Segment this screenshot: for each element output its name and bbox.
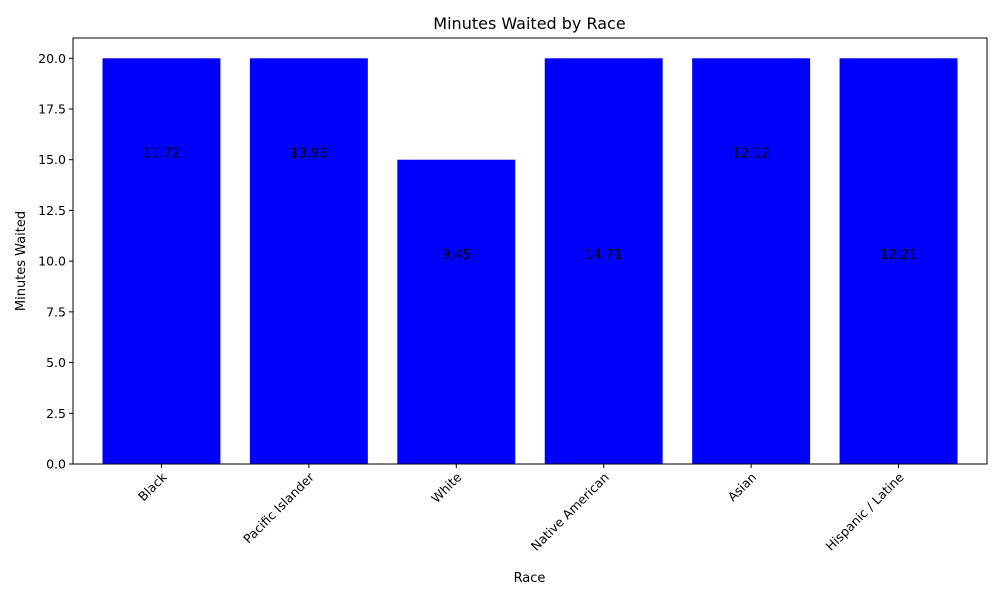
bar-native-american xyxy=(544,58,663,465)
y-tick-label: 12.5 xyxy=(38,203,66,218)
bar-pacific-islander xyxy=(249,58,368,465)
x-axis-label: Race xyxy=(514,571,546,586)
bars-group xyxy=(102,58,958,465)
bar-hispanic-latine xyxy=(839,58,958,465)
bar-asian xyxy=(692,58,811,465)
chart-title: Minutes Waited by Race xyxy=(433,14,625,33)
x-tick-label: Asian xyxy=(725,470,760,505)
y-tick-label: 20.0 xyxy=(38,51,66,66)
x-tick-label: Black xyxy=(135,469,170,504)
x-tick-label: Native American xyxy=(528,470,612,554)
y-axis: 0.0 2.5 5.0 7.5 10.0 12.5 15.0 17.5 20.0 xyxy=(38,51,73,472)
data-label: 12.21 xyxy=(880,248,917,263)
data-label: 12.12 xyxy=(733,147,770,162)
y-tick-label: 7.5 xyxy=(46,304,66,319)
y-tick-label: 2.5 xyxy=(46,406,66,421)
y-tick-label: 17.5 xyxy=(38,102,66,117)
x-axis: Black Pacific Islander White Native America… xyxy=(135,464,907,554)
y-tick-label: 5.0 xyxy=(46,355,66,370)
y-tick-label: 0.0 xyxy=(46,457,66,472)
x-tick-label: White xyxy=(428,469,465,506)
plot-frame xyxy=(72,37,988,465)
y-axis-label: Minutes Waited xyxy=(14,211,29,311)
data-label: 13.93 xyxy=(290,147,327,162)
x-tick-label: Hispanic / Latine xyxy=(823,469,907,553)
data-label: 11.72 xyxy=(143,147,180,162)
bar-white xyxy=(397,159,516,464)
data-label: 14.71 xyxy=(585,248,622,263)
x-tick-label: Pacific Islander xyxy=(240,469,317,546)
data-labels-group: 11.72 13.93 9.45 14.71 12.12 12.21 xyxy=(143,147,917,263)
y-tick-label: 15.0 xyxy=(38,152,66,167)
bar-black xyxy=(102,58,221,465)
data-label: 9.45 xyxy=(442,248,471,263)
y-tick-label: 10.0 xyxy=(38,254,66,269)
